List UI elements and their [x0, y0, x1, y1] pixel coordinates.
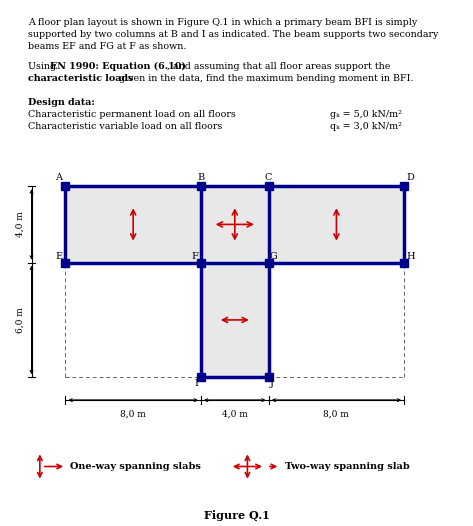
Text: 6,0 m: 6,0 m — [16, 307, 25, 333]
Text: qₖ = 3,0 kN/m²: qₖ = 3,0 kN/m² — [330, 122, 402, 131]
Text: H: H — [406, 251, 415, 260]
Text: 8,0 m: 8,0 m — [120, 410, 146, 419]
Text: C: C — [265, 173, 272, 182]
Text: characteristic loads: characteristic loads — [28, 74, 133, 83]
Text: gₖ = 5,0 kN/m²: gₖ = 5,0 kN/m² — [330, 110, 402, 119]
Text: 4,0 m: 4,0 m — [16, 211, 25, 237]
Text: F: F — [192, 251, 199, 260]
Text: Characteristic permanent load on all floors: Characteristic permanent load on all flo… — [28, 110, 236, 119]
Text: Figure Q.1: Figure Q.1 — [203, 510, 270, 521]
Text: E: E — [55, 251, 62, 260]
Text: One-way spanning slabs: One-way spanning slabs — [70, 462, 201, 471]
Text: 4,0 m: 4,0 m — [222, 410, 248, 419]
Text: Using: Using — [28, 62, 59, 71]
Bar — [65, 186, 404, 262]
Text: beams EF and FG at F as shown.: beams EF and FG at F as shown. — [28, 42, 186, 51]
Text: A: A — [55, 173, 62, 182]
Text: Two-way spanning slab: Two-way spanning slab — [285, 462, 409, 471]
Text: B: B — [197, 173, 204, 182]
Text: supported by two columns at B and I as indicated. The beam supports two secondar: supported by two columns at B and I as i… — [28, 30, 438, 39]
Text: 8,0 m: 8,0 m — [324, 410, 350, 419]
Text: G: G — [270, 251, 278, 260]
Text: I: I — [194, 379, 199, 388]
Text: J: J — [270, 379, 274, 388]
Text: given in the data, find the maximum bending moment in BFI.: given in the data, find the maximum bend… — [116, 74, 413, 83]
Text: D: D — [406, 173, 414, 182]
Text: Design data:: Design data: — [28, 98, 95, 107]
Text: , and assuming that all floor areas support the: , and assuming that all floor areas supp… — [167, 62, 390, 71]
Text: Characteristic variable load on all floors: Characteristic variable load on all floo… — [28, 122, 222, 131]
Text: A floor plan layout is shown in Figure Q.1 in which a primary beam BFI is simply: A floor plan layout is shown in Figure Q… — [28, 18, 417, 27]
Text: EN 1990: Equation (6.10): EN 1990: Equation (6.10) — [50, 62, 186, 71]
Bar — [201, 262, 269, 377]
